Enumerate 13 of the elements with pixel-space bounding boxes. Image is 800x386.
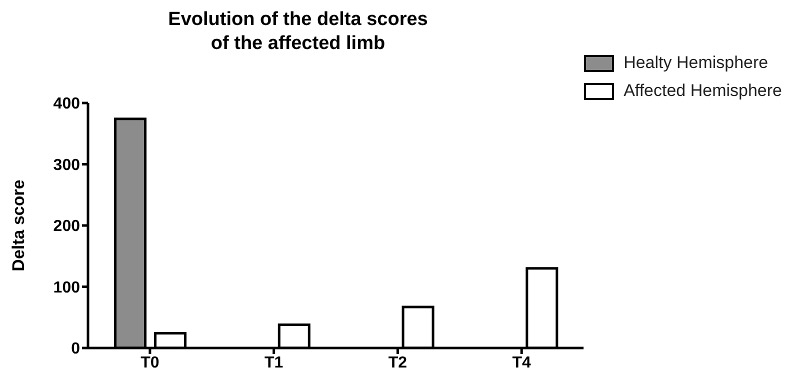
y-tick-label: 100	[53, 279, 80, 296]
y-tick-label: 400	[53, 96, 80, 113]
y-tick-label: 200	[53, 218, 80, 236]
legend-label: Healty Hemisphere	[624, 53, 768, 73]
legend-label: Affected Hemisphere	[624, 81, 782, 101]
x-tick-label: T0	[140, 354, 160, 372]
x-tick-label: T1	[264, 354, 284, 372]
x-tick-label: T2	[388, 354, 408, 372]
y-tick-label: 0	[71, 340, 80, 358]
x-tick-label: T4	[512, 354, 532, 372]
y-tick-label: 300	[53, 156, 80, 174]
chart-title: Evolution of the delta scores of the affected limb	[167, 8, 429, 56]
y-axis-title: Delta score	[9, 180, 28, 272]
